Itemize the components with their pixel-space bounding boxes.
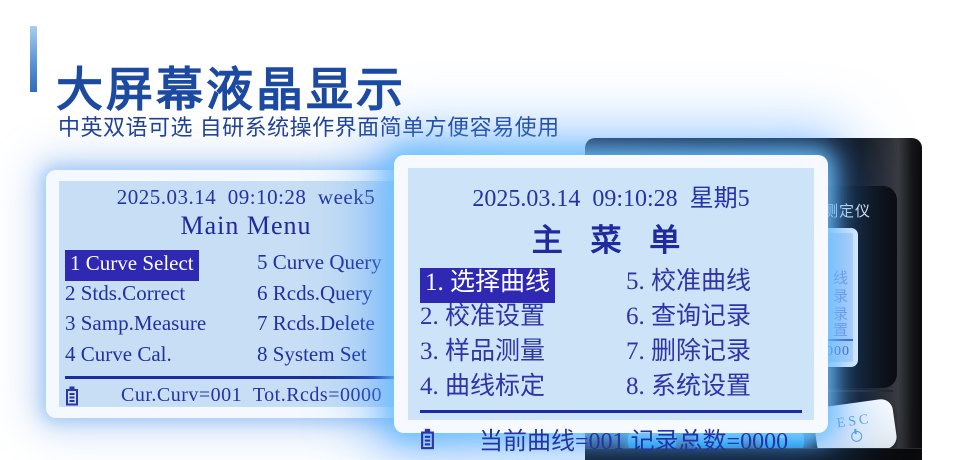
menu-item-system-set[interactable]: 8 System Set (257, 341, 367, 366)
menu-item-select-curve[interactable]: 1. 选择曲线 (420, 268, 556, 303)
menu-item-cal-settings[interactable]: 2. 校准设置 (420, 303, 546, 330)
menu-item-delete-records[interactable]: 7. 删除记录 (626, 338, 752, 365)
menu-item-curve-query[interactable]: 5 Curve Query (257, 250, 382, 274)
footer-counters: 当前曲线=001 记录总数=0000 (479, 429, 789, 455)
lcd-footer: 当前曲线=001 记录总数=0000 (420, 421, 802, 456)
mini-menu-char: 置 (832, 323, 848, 339)
lcd-divider (65, 376, 427, 379)
battery-icon (421, 428, 434, 449)
battery-icon (66, 386, 78, 405)
menu-item-cal-curve[interactable]: 5. 校准曲线 (626, 268, 752, 295)
menu-item-sample-measure[interactable]: 3. 样品测量 (420, 338, 546, 365)
key-down-button[interactable]: ▼ (628, 430, 676, 452)
screen-chinese: 2025.03.14 09:10:28 星期5 主 菜 单 1. 选择曲线 2.… (394, 155, 828, 455)
screen-english: 2025.03.14 09:10:28 week5 Main Menu 1 Cu… (46, 170, 446, 418)
menu-item-samp-measure[interactable]: 3 Samp.Measure (65, 311, 207, 335)
status-line: 2025.03.14 09:10:28 week5 (116, 185, 376, 209)
mini-menu-char: 线 (832, 271, 848, 287)
page-title: 大屏幕液晶显示 (56, 63, 406, 117)
device-bottom-trim (585, 448, 922, 460)
lcd-panel-chinese: 2025.03.14 09:10:28 星期5 主 菜 单 1. 选择曲线 2.… (408, 168, 814, 455)
dash-icon: ▬ (778, 431, 786, 440)
menu-item-rcds-delete[interactable]: 7 Rcds.Delete (257, 311, 375, 335)
menu-item-stds-correct[interactable]: 2 Stds.Correct (65, 280, 186, 305)
lcd-divider (420, 410, 802, 413)
menu-item-curve-calibrate[interactable]: 4. 曲线标定 (420, 373, 546, 400)
mini-menu-char: 录 (832, 289, 848, 305)
arrow-up-icon: ▲ (715, 431, 723, 440)
accent-bar (30, 26, 37, 92)
screen-title: 主 菜 单 (531, 223, 691, 258)
lcd-footer: Cur.Curv=001 Tot.Rcds=0000 (65, 384, 427, 407)
lcd-panel-english: 2025.03.14 09:10:28 week5 Main Menu 1 Cu… (59, 181, 433, 407)
screen-title: Main Menu (180, 211, 312, 240)
status-line: 2025.03.14 09:10:28 星期5 (472, 186, 750, 212)
footer-counters: Cur.Curv=001 Tot.Rcds=0000 (121, 384, 382, 406)
menu-item-rcds-query[interactable]: 6 Rcds.Query (257, 280, 373, 305)
main-menu: 1 Curve Select 2 Stds.Correct 3 Samp.Mea… (65, 250, 427, 372)
menu-item-system-settings[interactable]: 8. 系统设置 (626, 373, 752, 400)
key-up-button[interactable]: ▲ (695, 430, 743, 452)
device-model-label: 测定仪 (823, 203, 872, 220)
arrow-down-icon: ▼ (648, 431, 656, 440)
menu-item-curve-select[interactable]: 1 Curve Select (65, 250, 199, 281)
menu-item-query-records[interactable]: 6. 查询记录 (626, 303, 752, 330)
mini-menu-char: 录 (832, 307, 848, 323)
page-subtitle: 中英双语可选 自研系统操作界面简单方便容易使用 (58, 115, 560, 140)
power-icon (849, 430, 863, 443)
main-menu: 1. 选择曲线 2. 校准设置 3. 样品测量 4. 曲线标定 5. 校准曲线 … (420, 268, 802, 408)
key-dash-button[interactable]: ▬ (760, 430, 804, 452)
menu-item-curve-cal[interactable]: 4 Curve Cal. (65, 341, 172, 366)
